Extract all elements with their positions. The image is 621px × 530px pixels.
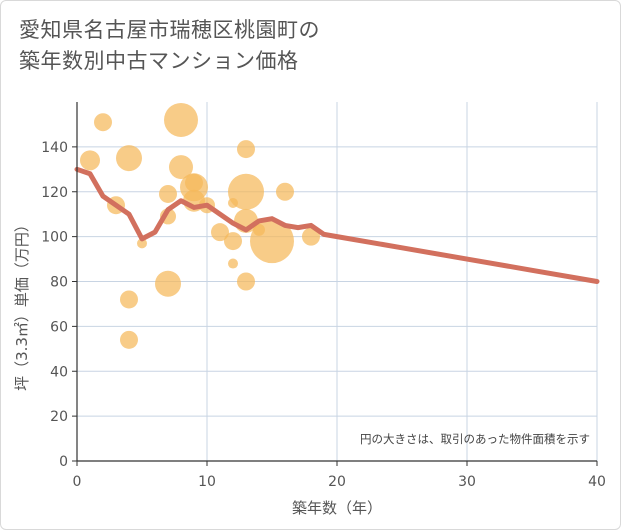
bubble-25: [250, 219, 294, 264]
x-tick-label-1: 10: [198, 474, 216, 490]
bubble-5: [120, 330, 138, 349]
chart-title-line-1: 愛知県名古屋市瑞穂区桃園町の: [19, 18, 320, 42]
x-tick-label-0: 0: [73, 474, 82, 490]
trend-line: [74, 166, 600, 284]
y-axis-label: 坪（3.3㎡）単価（万円）: [13, 217, 31, 391]
bubble-3: [116, 145, 142, 172]
bubble-4: [120, 290, 138, 309]
bubble-16: [211, 223, 229, 242]
bubble-series: [80, 102, 320, 349]
chart-title-line-2: 築年数別中古マンション価格: [19, 49, 299, 73]
y-tick-label-3: 60: [50, 319, 68, 335]
y-tick-label-0: 0: [59, 454, 68, 470]
bubble-6: [137, 238, 147, 249]
y-tick-label-6: 120: [41, 185, 68, 201]
x-tick-label-2: 20: [328, 474, 346, 490]
y-tick-label-2: 40: [50, 364, 68, 380]
bubble-17: [224, 232, 242, 251]
x-tick-labels: 0 10 20 30 40: [73, 461, 606, 490]
y-tick-label-7: 140: [41, 140, 68, 156]
bubble-9: [155, 270, 181, 297]
bubble-7: [159, 184, 177, 203]
grid-lines: [77, 102, 598, 461]
bubble-18: [228, 258, 238, 269]
y-tick-label-1: 20: [50, 409, 68, 425]
bubble-23: [237, 272, 255, 291]
bubble-11: [169, 155, 193, 180]
x-tick-label-4: 40: [588, 474, 606, 490]
x-axis-label: 築年数（年）: [292, 499, 382, 517]
chart-title: 愛知県名古屋市瑞穂区桃園町の 築年数別中古マンション価格: [19, 15, 320, 77]
bubble-0: [80, 150, 100, 171]
bubble-27: [302, 227, 320, 246]
bubble-20: [237, 140, 255, 159]
y-tick-label-5: 100: [41, 230, 68, 246]
y-tick-label-4: 80: [50, 275, 68, 291]
bubble-26: [276, 182, 294, 201]
bubble-1: [94, 113, 112, 132]
bubble-10: [164, 102, 198, 137]
bubble-size-note: 円の大きさは、取引のあった物件面積を示す: [360, 432, 590, 446]
x-tick-label-3: 30: [458, 474, 476, 490]
y-tick-labels: 0 20 40 60 80 100 120 140: [41, 140, 77, 470]
trend-series: [74, 166, 600, 284]
bubble-21: [228, 173, 264, 210]
